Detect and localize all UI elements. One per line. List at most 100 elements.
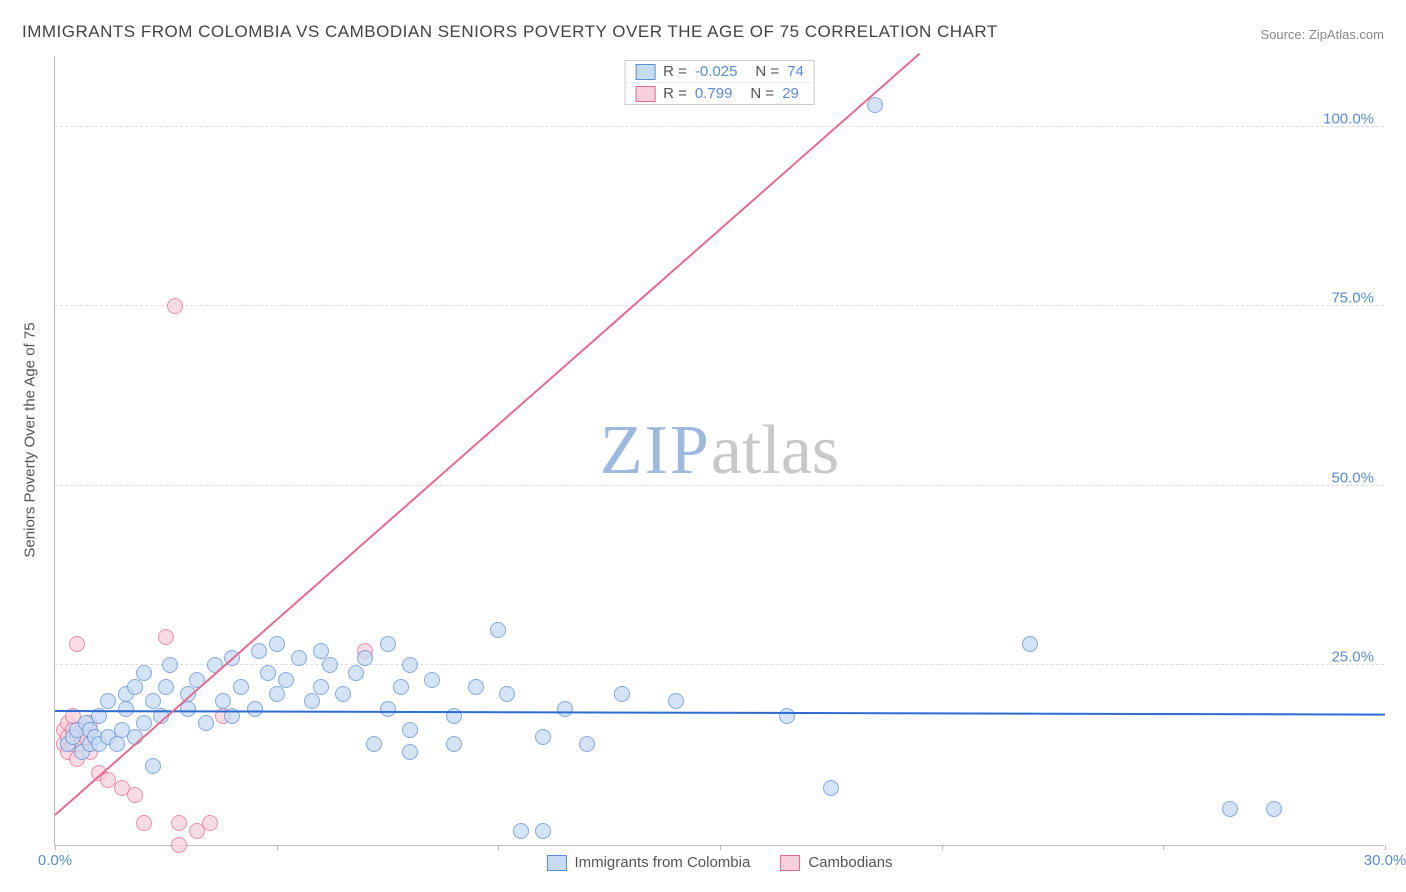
watermark-part2: atlas — [711, 412, 839, 489]
data-point — [424, 672, 440, 688]
gridline — [55, 485, 1384, 486]
data-point — [380, 636, 396, 652]
trend-line — [54, 53, 920, 816]
data-point — [145, 758, 161, 774]
legend-r-value-1: -0.025 — [695, 63, 738, 80]
data-point — [100, 693, 116, 709]
data-point — [127, 679, 143, 695]
series-legend-item-colombia: Immigrants from Colombia — [546, 854, 750, 871]
data-point — [171, 837, 187, 853]
data-point — [260, 665, 276, 681]
data-point — [136, 715, 152, 731]
source-prefix: Source: — [1260, 27, 1308, 42]
y-tick-label: 50.0% — [1331, 469, 1374, 486]
correlation-legend-row-2: R = 0.799 N = 29 — [625, 82, 814, 104]
data-point — [233, 679, 249, 695]
data-point — [1222, 801, 1238, 817]
data-point — [402, 722, 418, 738]
legend-swatch-cambodians — [780, 855, 800, 871]
data-point — [335, 686, 351, 702]
data-point — [823, 780, 839, 796]
y-tick-label: 100.0% — [1323, 110, 1374, 127]
series-legend-label-1: Immigrants from Colombia — [574, 854, 750, 871]
x-tick-mark — [942, 845, 943, 850]
watermark-part1: ZIP — [600, 412, 711, 489]
data-point — [171, 815, 187, 831]
data-point — [779, 708, 795, 724]
watermark: ZIPatlas — [600, 411, 839, 491]
data-point — [215, 693, 231, 709]
legend-r-value-2: 0.799 — [695, 85, 733, 102]
correlation-legend-row-1: R = -0.025 N = 74 — [625, 61, 814, 82]
data-point — [468, 679, 484, 695]
legend-n-label: N = — [750, 85, 774, 102]
data-point — [304, 693, 320, 709]
data-point — [1022, 636, 1038, 652]
source-name: ZipAtlas.com — [1309, 27, 1384, 42]
correlation-legend: R = -0.025 N = 74 R = 0.799 N = 29 — [624, 60, 815, 105]
data-point — [269, 636, 285, 652]
data-point — [348, 665, 364, 681]
gridline — [55, 664, 1384, 665]
legend-swatch-colombia — [546, 855, 566, 871]
data-point — [499, 686, 515, 702]
data-point — [668, 693, 684, 709]
gridline — [55, 126, 1384, 127]
data-point — [380, 701, 396, 717]
legend-n-label: N = — [755, 63, 779, 80]
data-point — [145, 693, 161, 709]
data-point — [198, 715, 214, 731]
data-point — [313, 643, 329, 659]
data-point — [557, 701, 573, 717]
data-point — [109, 736, 125, 752]
data-point — [322, 657, 338, 673]
data-point — [127, 787, 143, 803]
y-tick-label: 75.0% — [1331, 290, 1374, 307]
data-point — [535, 823, 551, 839]
data-point — [247, 701, 263, 717]
data-point — [202, 815, 218, 831]
data-point — [278, 672, 294, 688]
x-tick-label: 0.0% — [38, 852, 72, 869]
x-tick-mark — [1163, 845, 1164, 850]
data-point — [269, 686, 285, 702]
data-point — [291, 650, 307, 666]
y-axis-label: Seniors Poverty Over the Age of 75 — [22, 322, 39, 557]
legend-n-value-1: 74 — [787, 63, 804, 80]
data-point — [1266, 801, 1282, 817]
data-point — [251, 643, 267, 659]
scatter-plot-area: ZIPatlas R = -0.025 N = 74 R = 0.799 N =… — [54, 56, 1384, 846]
data-point — [158, 629, 174, 645]
data-point — [357, 650, 373, 666]
data-point — [402, 657, 418, 673]
data-point — [393, 679, 409, 695]
series-legend-label-2: Cambodians — [808, 854, 892, 871]
data-point — [69, 636, 85, 652]
data-point — [313, 679, 329, 695]
x-tick-mark — [277, 845, 278, 850]
data-point — [614, 686, 630, 702]
data-point — [867, 97, 883, 113]
source-attribution: Source: ZipAtlas.com — [1260, 27, 1384, 42]
data-point — [167, 298, 183, 314]
data-point — [513, 823, 529, 839]
x-tick-mark — [1385, 845, 1386, 850]
legend-swatch-cambodians — [635, 86, 655, 102]
data-point — [118, 701, 134, 717]
gridline — [55, 305, 1384, 306]
series-legend: Immigrants from Colombia Cambodians — [546, 854, 892, 871]
data-point — [207, 657, 223, 673]
legend-r-label: R = — [663, 85, 687, 102]
x-tick-mark — [55, 845, 56, 850]
data-point — [535, 729, 551, 745]
x-tick-label: 30.0% — [1364, 852, 1406, 869]
data-point — [579, 736, 595, 752]
data-point — [490, 622, 506, 638]
x-tick-mark — [720, 845, 721, 850]
series-legend-item-cambodians: Cambodians — [780, 854, 892, 871]
data-point — [158, 679, 174, 695]
data-point — [366, 736, 382, 752]
data-point — [136, 815, 152, 831]
chart-title: IMMIGRANTS FROM COLOMBIA VS CAMBODIAN SE… — [22, 22, 998, 42]
y-tick-label: 25.0% — [1331, 649, 1374, 666]
